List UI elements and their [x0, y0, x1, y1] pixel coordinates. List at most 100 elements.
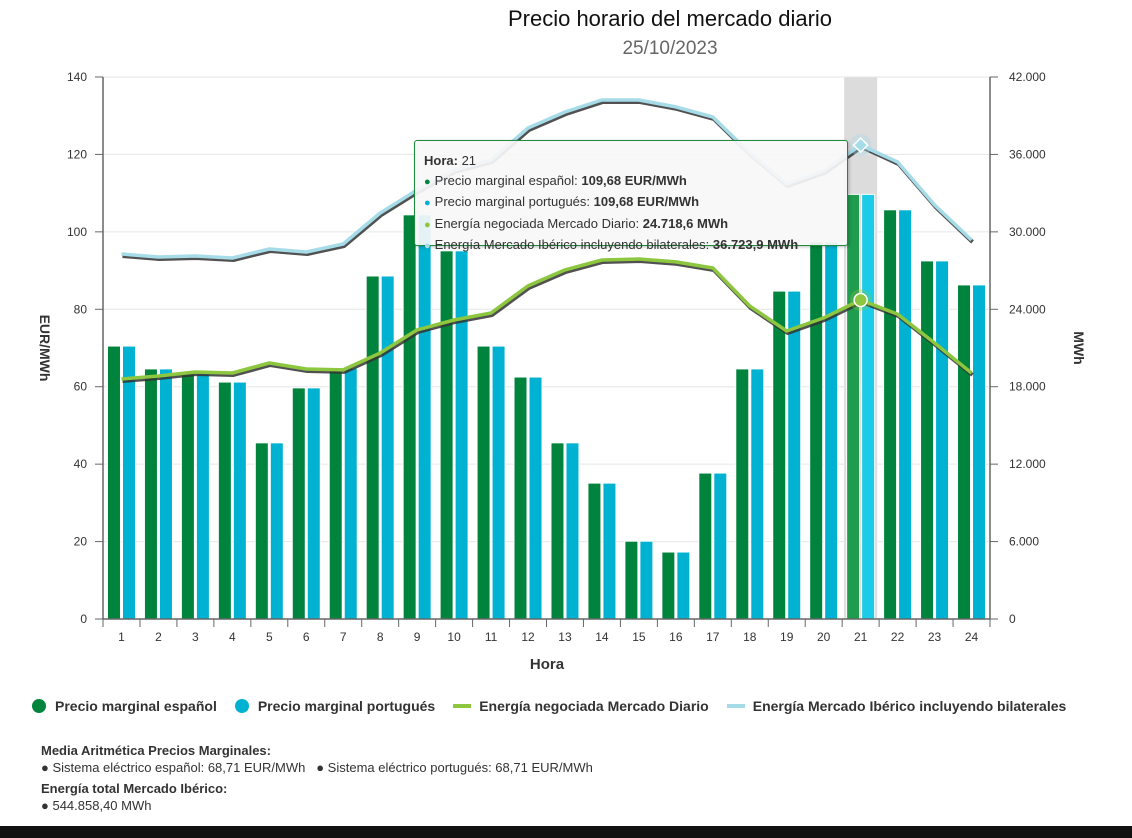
bar-precio-portugues	[491, 345, 506, 620]
y-tick-label: 60	[74, 380, 88, 394]
media-pt: ● Sistema eléctrico portugués: 68,71 EUR…	[316, 760, 593, 775]
bar-precio-espanol	[957, 284, 972, 620]
bar-precio-portugues	[195, 373, 210, 620]
bar-precio-portugues	[306, 387, 321, 620]
bar-precio-portugues	[232, 381, 247, 620]
bar-precio-portugues	[713, 472, 728, 620]
x-tick-label: 18	[743, 630, 757, 644]
bullet-icon: ●	[424, 218, 431, 231]
x-tick-label: 15	[632, 630, 646, 644]
x-tick-label: 7	[340, 630, 347, 644]
legend-item-energia-iberico[interactable]: Energía Mercado Ibérico incluyendo bilat…	[726, 698, 1066, 714]
bar-precio-espanol	[291, 387, 306, 620]
tooltip-row: ● Energía Mercado Ibérico incluyendo bila…	[424, 237, 799, 252]
x-tick-label: 4	[229, 630, 236, 644]
x-tick-label: 3	[192, 630, 199, 644]
bar-precio-portugues	[787, 290, 802, 620]
y-tick-label: 100	[67, 225, 87, 239]
bar-precio-portugues	[824, 241, 839, 620]
bar-precio-portugues	[861, 193, 876, 620]
y-tick-label: 40	[74, 457, 88, 471]
y-tick-label: 80	[74, 302, 88, 316]
x-tick-label: 19	[780, 630, 794, 644]
bottom-border	[0, 826, 1132, 838]
bullet-icon: ●	[424, 240, 431, 252]
tooltip-row: ● Precio marginal español: 109,68 EUR/MWh	[424, 172, 687, 188]
bar-precio-espanol	[550, 442, 565, 620]
bar-precio-portugues	[454, 250, 469, 620]
bar-precio-espanol	[365, 275, 380, 620]
bar-precio-portugues	[121, 345, 136, 620]
legend-line-icon	[453, 704, 472, 708]
bar-precio-espanol	[180, 373, 195, 620]
x-tick-label: 9	[414, 630, 421, 644]
bar-precio-espanol	[698, 472, 713, 620]
x-tick-label: 13	[558, 630, 572, 644]
bar-precio-portugues	[750, 368, 765, 620]
legend-dot-icon	[234, 699, 249, 713]
hover-point-diario	[853, 292, 868, 308]
chart-canvas: 02040608010012014006.00012.00018.00024.0…	[37, 70, 1087, 673]
x-tick-label: 2	[155, 630, 162, 644]
bar-precio-espanol	[920, 260, 935, 620]
x-tick-label: 10	[447, 630, 461, 644]
bar-precio-espanol	[772, 290, 787, 620]
y2-tick-label: 12.000	[1009, 457, 1046, 471]
chart-legend: Precio marginal español Precio marginal …	[32, 698, 1066, 714]
energia-heading: Energía total Mercado Ibérico:	[41, 781, 228, 796]
bar-precio-espanol	[106, 345, 121, 620]
x-tick-label: 23	[928, 630, 942, 644]
summary-panel: Media Aritmética Precios Marginales: ● S…	[41, 742, 593, 814]
tooltip-row: ● Precio marginal portugués: 109,68 EUR/M…	[424, 194, 700, 209]
x-tick-label: 14	[595, 630, 609, 644]
x-tick-label: 8	[377, 630, 384, 644]
media-values: ● Sistema eléctrico español: 68,71 EUR/M…	[41, 759, 593, 776]
legend-dot-icon	[32, 699, 46, 713]
hover-tooltip: Hora: 21 ● Precio marginal español: 109,6…	[414, 140, 848, 252]
bar-precio-espanol	[143, 368, 158, 620]
tooltip-hora-value: 21	[461, 153, 477, 168]
x-tick-label: 21	[854, 630, 868, 644]
bar-precio-portugues	[898, 209, 913, 620]
y-tick-label: 0	[80, 612, 87, 626]
bar-precio-espanol	[661, 551, 676, 620]
bar-precio-portugues	[158, 368, 173, 620]
y2-tick-label: 0	[1009, 612, 1016, 626]
x-tick-label: 5	[266, 630, 273, 644]
bar-precio-portugues	[972, 284, 987, 620]
legend-item-energia-diario[interactable]: Energía negociada Mercado Diario	[453, 698, 709, 714]
bar-precio-espanol	[439, 250, 454, 620]
y2-tick-label: 30.000	[1009, 225, 1046, 239]
bar-precio-espanol	[587, 482, 602, 620]
x-tick-label: 20	[817, 630, 831, 644]
legend-item-precio-portugues[interactable]: Precio marginal portugués	[234, 698, 435, 714]
bar-precio-portugues	[565, 442, 580, 620]
bar-precio-espanol	[809, 241, 824, 620]
bar-precio-espanol	[254, 442, 269, 620]
x-tick-label: 17	[706, 630, 720, 644]
media-heading: Media Aritmética Precios Marginales:	[41, 743, 271, 758]
y-tick-label: 140	[67, 70, 87, 84]
x-tick-label: 24	[965, 630, 979, 644]
x-tick-label: 1	[118, 630, 125, 644]
line-energia-diario-shadow	[122, 259, 974, 383]
x-tick-label: 12	[521, 630, 535, 644]
y2-tick-label: 18.000	[1009, 380, 1046, 394]
chart-title: Precio horario del mercado diario	[507, 6, 833, 31]
x-tick-label: 16	[669, 630, 683, 644]
bar-precio-espanol	[624, 540, 639, 620]
bar-precio-espanol	[735, 368, 750, 620]
legend-line-icon	[726, 704, 745, 708]
bar-precio-espanol	[217, 381, 232, 620]
legend-item-precio-espanol[interactable]: Precio marginal español	[32, 698, 217, 714]
x-axis-label: Hora	[530, 656, 565, 673]
chart-subtitle: 25/10/2023	[622, 38, 718, 59]
y2-tick-label: 42.000	[1009, 70, 1046, 84]
bar-precio-portugues	[343, 367, 358, 620]
y-tick-label: 20	[74, 535, 88, 549]
bar-precio-portugues	[676, 551, 691, 620]
x-tick-label: 6	[303, 630, 310, 644]
bar-precio-espanol	[846, 193, 861, 620]
bar-precio-portugues	[380, 275, 395, 620]
bar-precio-portugues	[639, 540, 654, 620]
